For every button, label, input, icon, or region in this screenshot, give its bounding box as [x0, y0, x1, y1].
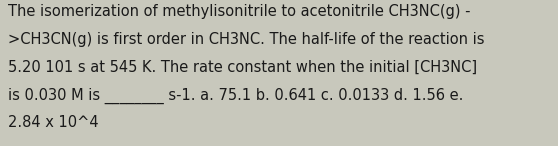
Text: 2.84 x 10^4: 2.84 x 10^4 — [8, 115, 99, 130]
Text: >CH3CN(g) is first order in CH3NC. The half-life of the reaction is: >CH3CN(g) is first order in CH3NC. The h… — [8, 32, 485, 47]
Text: is 0.030 M is ________ s-1. a. 75.1 b. 0.641 c. 0.0133 d. 1.56 e.: is 0.030 M is ________ s-1. a. 75.1 b. 0… — [8, 88, 464, 104]
Text: The isomerization of methylisonitrile to acetonitrile CH3NC(g) -: The isomerization of methylisonitrile to… — [8, 4, 471, 19]
Text: 5.20 101 s at 545 K. The rate constant when the initial [CH3NC]: 5.20 101 s at 545 K. The rate constant w… — [8, 60, 478, 75]
